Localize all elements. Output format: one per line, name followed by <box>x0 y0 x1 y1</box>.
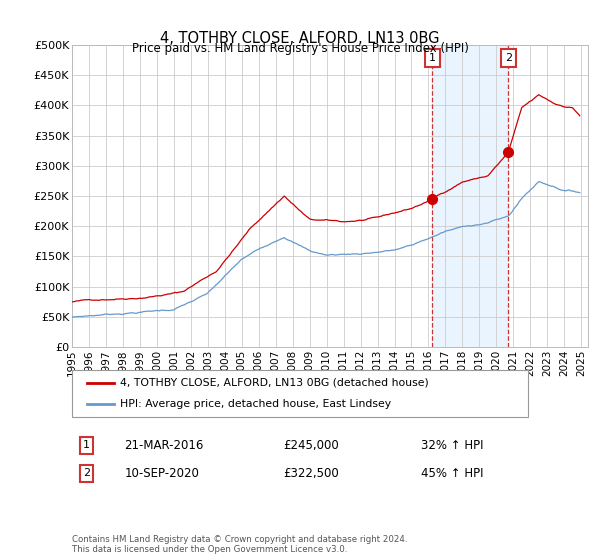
Text: HPI: Average price, detached house, East Lindsey: HPI: Average price, detached house, East… <box>120 399 391 409</box>
Text: £322,500: £322,500 <box>283 466 339 480</box>
Text: 4, TOTHBY CLOSE, ALFORD, LN13 0BG (detached house): 4, TOTHBY CLOSE, ALFORD, LN13 0BG (detac… <box>120 378 429 388</box>
Text: 1: 1 <box>83 440 90 450</box>
Text: 4, TOTHBY CLOSE, ALFORD, LN13 0BG: 4, TOTHBY CLOSE, ALFORD, LN13 0BG <box>160 31 440 46</box>
Text: 2: 2 <box>505 53 512 63</box>
Text: 32% ↑ HPI: 32% ↑ HPI <box>421 438 484 452</box>
Text: 1: 1 <box>428 53 436 63</box>
Bar <box>432 45 508 347</box>
Text: Price paid vs. HM Land Registry's House Price Index (HPI): Price paid vs. HM Land Registry's House … <box>131 42 469 55</box>
Text: 21-MAR-2016: 21-MAR-2016 <box>124 438 203 452</box>
Text: Contains HM Land Registry data © Crown copyright and database right 2024.
This d: Contains HM Land Registry data © Crown c… <box>72 535 407 554</box>
Text: 10-SEP-2020: 10-SEP-2020 <box>124 466 199 480</box>
Text: 2: 2 <box>83 468 90 478</box>
Text: 45% ↑ HPI: 45% ↑ HPI <box>421 466 484 480</box>
Text: £245,000: £245,000 <box>283 438 339 452</box>
